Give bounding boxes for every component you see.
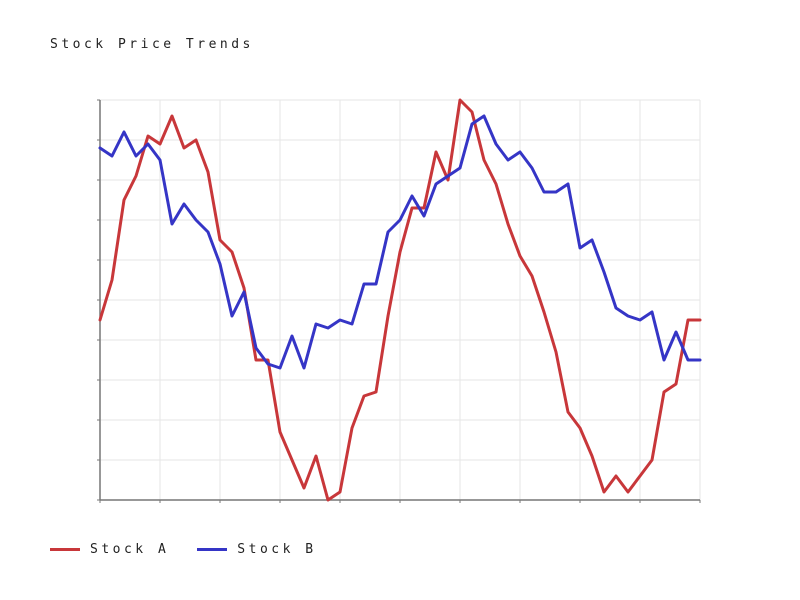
chart-title: Stock Price Trends <box>50 37 254 52</box>
legend-item-stock-b: Stock B <box>197 542 316 557</box>
legend-label-stock-a: Stock A <box>90 542 170 557</box>
series-line-stock-b <box>98 114 702 370</box>
legend-swatch-stock-b <box>197 548 228 551</box>
legend-label-stock-b: Stock B <box>237 542 317 557</box>
legend-item-stock-a: Stock A <box>50 542 169 557</box>
legend-swatch-stock-a <box>50 548 80 551</box>
legend: Stock A Stock B <box>50 542 345 557</box>
series-line-stock-a <box>98 98 702 502</box>
